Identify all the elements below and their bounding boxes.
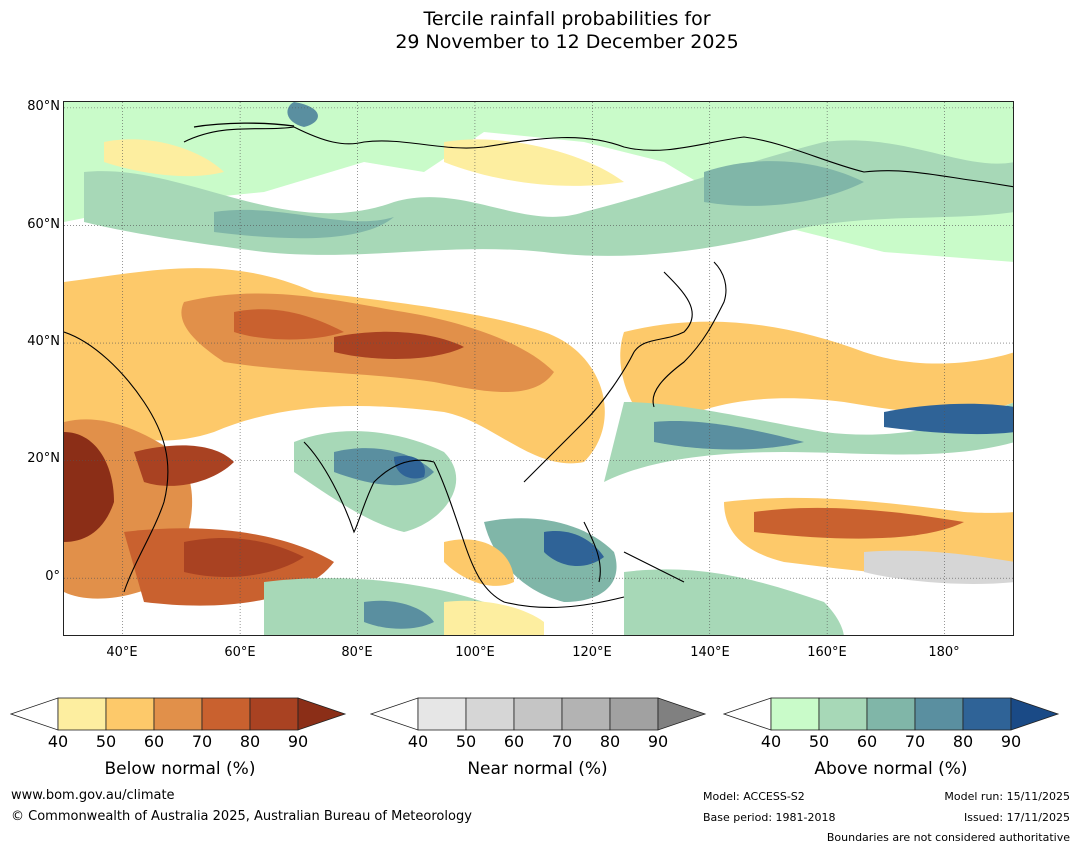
map-title: Tercile rainfall probabilities for 29 No…	[0, 8, 1081, 54]
below-colorbar-tick-label: 80	[239, 732, 261, 751]
lon-label-160e: 160°E	[807, 645, 847, 660]
website-link[interactable]: www.bom.gov.au/climate	[11, 788, 175, 803]
model-info: Model: ACCESS-S2	[703, 790, 805, 803]
above-colorbar-upper-extend	[1010, 697, 1060, 731]
near-colorbar-tick-label: 40	[407, 732, 429, 751]
above-colorbar-segment	[818, 697, 868, 731]
below-colorbar-segment	[153, 697, 203, 731]
issued-date: Issued: 17/11/2025	[963, 811, 1070, 824]
below-colorbar-segment	[249, 697, 299, 731]
probability-fields	[64, 102, 1013, 635]
above-colorbar-tick-label: 90	[1000, 732, 1022, 751]
near-colorbar-tick-label: 60	[503, 732, 525, 751]
below-colorbar-tick-label: 50	[95, 732, 117, 751]
near-colorbar-upper-extend	[657, 697, 707, 731]
copyright-notice: © Commonwealth of Australia 2025, Austra…	[11, 809, 472, 824]
near-colorbar-segment	[609, 697, 659, 731]
above-colorbar-segment	[770, 697, 820, 731]
above-colorbar-tick-label: 70	[904, 732, 926, 751]
above-colorbar-tick-label: 40	[760, 732, 782, 751]
below-colorbar-tick-label: 60	[143, 732, 165, 751]
above-colorbar-tick-label: 80	[952, 732, 974, 751]
title-line-1: Tercile rainfall probabilities for	[423, 8, 711, 30]
lon-label-40e: 40°E	[106, 645, 138, 660]
graticule	[64, 102, 1013, 635]
below-colorbar-tick-label: 70	[191, 732, 213, 751]
lon-label-100e: 100°E	[455, 645, 495, 660]
model-run-date: Model run: 15/11/2025	[944, 790, 1070, 803]
lon-label-140e: 140°E	[690, 645, 730, 660]
near-colorbar-tick-label: 90	[647, 732, 669, 751]
above-normal-title: Above normal (%)	[814, 759, 968, 779]
near-normal-title: Near normal (%)	[467, 759, 608, 779]
above-colorbar-tick-label: 50	[808, 732, 830, 751]
above-colorbar-segment	[914, 697, 964, 731]
coastlines	[64, 122, 1013, 608]
near-normal-colorbar	[370, 697, 710, 731]
below-colorbar-segment	[105, 697, 155, 731]
lon-label-80e: 80°E	[341, 645, 373, 660]
below-colorbar-tick-label: 90	[287, 732, 309, 751]
near-colorbar-segment	[513, 697, 563, 731]
lat-label-60n: 60°N	[27, 217, 60, 232]
map-canvas	[64, 102, 1013, 635]
title-line-2: 29 November to 12 December 2025	[395, 31, 739, 53]
lat-label-20n: 20°N	[27, 451, 60, 466]
base-period-info: Base period: 1981-2018	[703, 811, 836, 824]
below-colorbar-upper-extend	[297, 697, 347, 731]
rainfall-probability-map	[63, 101, 1014, 636]
above-normal-colorbar	[723, 697, 1063, 731]
below-normal-title: Below normal (%)	[104, 759, 256, 779]
lat-label-80n: 80°N	[27, 99, 60, 114]
below-colorbar-tick-label: 40	[47, 732, 69, 751]
below-colorbar-segment	[57, 697, 107, 731]
below-colorbar-segment	[201, 697, 251, 731]
above-colorbar-lower-extend	[723, 697, 772, 731]
lon-label-120e: 120°E	[572, 645, 612, 660]
below-colorbar-lower-extend	[10, 697, 59, 731]
near-colorbar-segment	[561, 697, 611, 731]
near-colorbar-segment	[465, 697, 515, 731]
lat-label-0: 0°	[45, 569, 60, 584]
near-colorbar-segment	[417, 697, 467, 731]
near-colorbar-lower-extend	[370, 697, 419, 731]
below-normal-colorbar	[10, 697, 350, 731]
near-colorbar-tick-label: 50	[455, 732, 477, 751]
lat-label-40n: 40°N	[27, 334, 60, 349]
near-colorbar-tick-label: 70	[551, 732, 573, 751]
lon-label-180: 180°	[928, 645, 960, 660]
near-colorbar-tick-label: 80	[599, 732, 621, 751]
boundaries-disclaimer: Boundaries are not considered authoritat…	[826, 831, 1070, 844]
lon-label-60e: 60°E	[224, 645, 256, 660]
above-colorbar-tick-label: 60	[856, 732, 878, 751]
above-colorbar-segment	[962, 697, 1012, 731]
above-colorbar-segment	[866, 697, 916, 731]
